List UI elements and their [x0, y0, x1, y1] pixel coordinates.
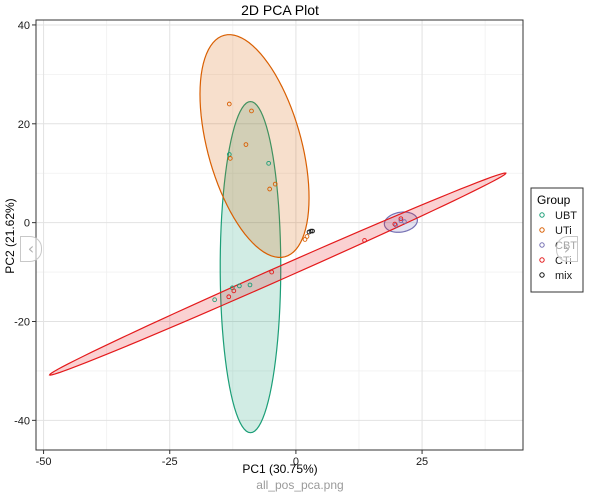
- point-cti: [269, 269, 275, 275]
- x-tick-label: -50: [36, 456, 52, 468]
- point-uti: [249, 108, 254, 114]
- legend-label-mix: mix: [555, 270, 573, 282]
- plot-border: [35, 19, 524, 451]
- y-tick-label: -40: [14, 415, 30, 427]
- ellipse-cti: [48, 172, 507, 376]
- point-uti: [243, 142, 249, 147]
- point-mix: [310, 228, 315, 234]
- point-uti: [304, 234, 310, 239]
- next-image-button[interactable]: ›: [556, 236, 578, 262]
- legend-key-uti: [539, 227, 545, 233]
- confidence-ellipses: [48, 34, 507, 434]
- point-ubt: [212, 297, 218, 303]
- legend-key-cbt: [539, 242, 545, 248]
- chevron-right-icon: ›: [563, 239, 571, 258]
- legend-label-ubt: UBT: [555, 210, 577, 222]
- point-cti: [231, 288, 237, 294]
- ellipse-uti: [199, 34, 310, 258]
- image-caption: all_pos_pca.png: [256, 478, 344, 492]
- point-uti: [267, 186, 273, 192]
- chart-title: 2D PCA Plot: [241, 2, 319, 18]
- point-cti: [362, 238, 367, 243]
- x-tick-label: 0: [293, 456, 299, 468]
- x-axis-label: PC1 (30.75%): [242, 462, 317, 476]
- point-cbt: [402, 219, 407, 225]
- y-axis-label: PC2 (21.62%): [3, 198, 17, 273]
- point-cbt: [393, 222, 399, 228]
- point-ubt: [237, 283, 242, 289]
- previous-image-button[interactable]: ‹: [20, 236, 42, 262]
- point-mix: [308, 228, 314, 234]
- legend-key-cti: [539, 257, 545, 263]
- point-cti: [392, 221, 398, 227]
- chevron-left-icon: ‹: [27, 239, 35, 258]
- x-tick-label: 25: [416, 456, 428, 468]
- y-tick-label: 20: [18, 119, 30, 131]
- point-cti: [226, 294, 232, 300]
- axis-ticks: -50 -25 0 25 -40 -20 0 20 40: [14, 20, 428, 468]
- y-tick-label: 0: [24, 218, 30, 230]
- legend-title: Group: [537, 193, 571, 207]
- point-cti: [398, 216, 404, 222]
- point-ubt: [247, 282, 253, 288]
- legend-key-mix: [539, 272, 545, 278]
- point-uti: [227, 156, 233, 161]
- y-tick-label: 40: [18, 20, 30, 32]
- legend-key-ubt: [539, 212, 545, 218]
- x-tick-label: -25: [162, 456, 178, 468]
- data-points: [212, 101, 407, 303]
- point-ubt: [266, 160, 271, 166]
- plot-panel: [35, 19, 524, 451]
- point-uti: [226, 101, 232, 107]
- grid-lines: [36, 20, 523, 450]
- y-tick-label: -20: [14, 316, 30, 328]
- point-uti: [272, 181, 278, 187]
- legend-label-uti: UTi: [555, 225, 572, 237]
